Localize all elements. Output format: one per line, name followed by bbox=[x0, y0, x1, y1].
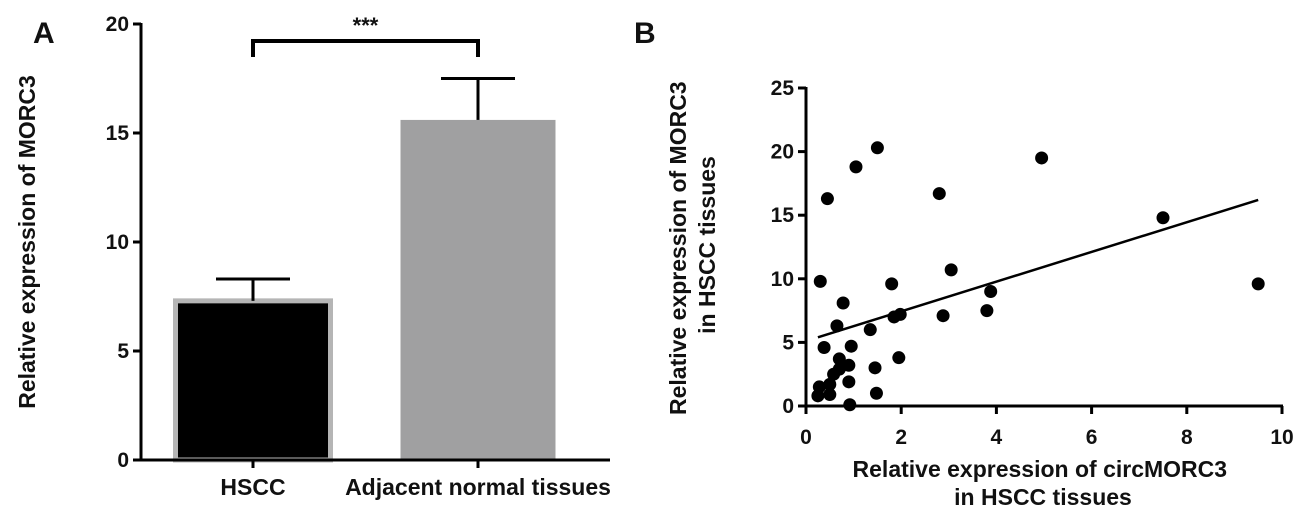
panel-letter-a: A bbox=[33, 17, 55, 50]
scatter-point bbox=[813, 274, 827, 288]
x-tick-label-b-0: 0 bbox=[800, 426, 812, 449]
scatter-point bbox=[844, 339, 858, 353]
axes-group-a: HSCC Adjacent normal tissues 0 5 10 15 20 bbox=[106, 13, 611, 500]
y-axis-label-a: Relative expression of MORC3 bbox=[14, 75, 40, 409]
scatter-point bbox=[870, 141, 884, 155]
scatter-point bbox=[849, 160, 863, 174]
x-axis-label-b-line-1: Relative expression of circMORC3 bbox=[853, 456, 1228, 482]
scatter-point bbox=[885, 277, 899, 291]
x-tick-label-b-5: 10 bbox=[1270, 426, 1293, 449]
y-tick-label-a-4: 20 bbox=[106, 13, 129, 36]
y-tick-label-b-0: 0 bbox=[782, 395, 794, 418]
scatter-chart-b: 0 5 10 15 20 25 0 2 4 6 8 10 Relative expression of… bbox=[665, 75, 1294, 510]
scatter-point bbox=[843, 398, 857, 412]
scatter-point bbox=[817, 340, 831, 354]
category-label-1: Adjacent normal tissues bbox=[345, 474, 611, 500]
scatter-point bbox=[1251, 277, 1265, 291]
scatter-point bbox=[823, 388, 837, 402]
x-axis-label-b: Relative expression of circMORC3 in HSCC… bbox=[853, 456, 1234, 510]
bar-hscc bbox=[173, 298, 333, 463]
scatter-point bbox=[823, 377, 837, 391]
scatter-point bbox=[936, 309, 950, 323]
scatter-point bbox=[868, 361, 882, 375]
scatter-point bbox=[980, 304, 994, 318]
scatter-point bbox=[830, 319, 844, 333]
y-tick-label-a-0: 0 bbox=[117, 449, 129, 472]
scatter-point bbox=[812, 380, 826, 394]
y-axis-label-b: Relative expression of MORC3 in HSCC tis… bbox=[665, 75, 720, 415]
x-tick-label-b-4: 8 bbox=[1181, 426, 1193, 449]
y-tick-label-a-2: 10 bbox=[106, 231, 129, 254]
scatter-point bbox=[820, 192, 834, 206]
significance-stars: *** bbox=[353, 13, 379, 38]
y-axis-label-b-line-1: Relative expression of MORC3 bbox=[665, 81, 691, 415]
axes-group-b: 0 5 10 15 20 25 0 2 4 6 8 10 bbox=[771, 77, 1294, 449]
scatter-point bbox=[893, 307, 907, 321]
scatter-point bbox=[869, 386, 883, 400]
scatter-point bbox=[836, 296, 850, 310]
scatter-point bbox=[842, 375, 856, 389]
category-label-0: HSCC bbox=[220, 474, 285, 500]
scatter-point bbox=[863, 323, 877, 337]
scatter-point bbox=[832, 352, 846, 366]
significance-group: *** bbox=[251, 13, 480, 57]
x-axis-label-b-line-2: in HSCC tissues bbox=[954, 484, 1132, 510]
error-bars-group bbox=[216, 77, 515, 301]
scatter-point bbox=[984, 285, 998, 299]
bars-group bbox=[173, 119, 556, 463]
y-tick-label-b-5: 25 bbox=[771, 77, 795, 100]
regression-line bbox=[817, 198, 1259, 339]
scatter-point bbox=[892, 351, 906, 365]
x-tick-label-b-3: 6 bbox=[1086, 426, 1098, 449]
y-tick-label-b-2: 10 bbox=[771, 268, 794, 291]
y-axis-label-b-line-2: in HSCC tissues bbox=[694, 156, 720, 334]
scatter-points-group bbox=[811, 141, 1265, 412]
scatter-point bbox=[842, 358, 856, 372]
scatter-point bbox=[932, 187, 946, 201]
fit-line-group bbox=[817, 198, 1259, 339]
scatter-point bbox=[944, 263, 958, 277]
x-tick-label-b-1: 2 bbox=[895, 426, 907, 449]
y-tick-label-b-3: 15 bbox=[771, 204, 795, 227]
bar-adjacent-normal bbox=[400, 119, 556, 461]
panel-letter-b: B bbox=[634, 17, 656, 50]
y-tick-label-a-3: 15 bbox=[106, 122, 130, 145]
y-tick-label-b-1: 5 bbox=[782, 331, 794, 354]
scatter-point bbox=[1156, 211, 1170, 225]
significance-bracket bbox=[251, 39, 480, 57]
scatter-point bbox=[1035, 151, 1049, 165]
x-tick-label-b-2: 4 bbox=[991, 426, 1003, 449]
y-tick-label-b-4: 20 bbox=[771, 141, 794, 164]
y-tick-label-a-1: 5 bbox=[117, 340, 129, 363]
